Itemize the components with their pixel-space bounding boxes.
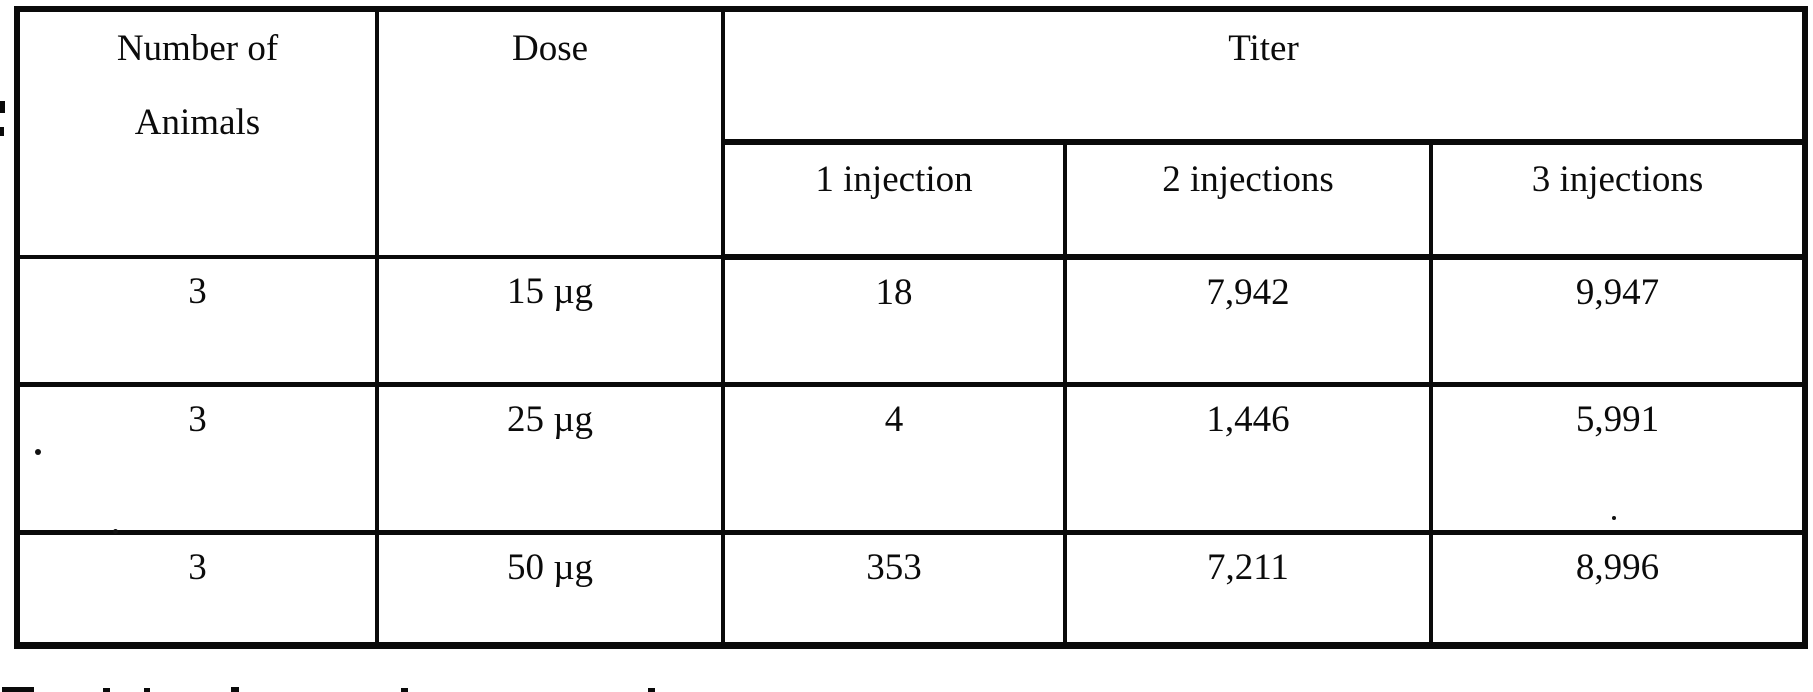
scan-speck xyxy=(35,449,41,455)
table-row: 3 25 µg 4 1,446 5,991 xyxy=(15,382,1807,535)
row1-cell-titer-2injections: 7,942 xyxy=(1063,255,1433,387)
cut-off-glyph-top xyxy=(144,688,150,692)
header-3-injections: 3 injections xyxy=(1429,140,1807,260)
table-row: 3 15 µg 18 7,942 9,947 xyxy=(15,255,1807,387)
scan-speck xyxy=(113,529,118,534)
header-titer: Titer xyxy=(721,7,1807,145)
scan-edge-mark xyxy=(0,127,4,136)
row2-cell-titer-3injections: 5,991 xyxy=(1429,382,1807,535)
header-number-of-animals-line2: Animals xyxy=(134,102,261,144)
row1-cell-dose: 15 µg xyxy=(375,255,725,387)
scan-edge-mark xyxy=(0,101,5,113)
cut-off-glyph-top xyxy=(648,688,655,692)
row3-cell-dose: 50 µg xyxy=(375,530,725,647)
header-dose: Dose xyxy=(375,7,725,259)
cut-off-glyph-top xyxy=(401,688,408,692)
cut-off-glyph-top xyxy=(231,687,239,692)
row3-cell-animals: 3 xyxy=(15,530,379,647)
table-row: 3 50 µg 353 7,211 8,996 xyxy=(15,530,1807,647)
row2-cell-titer-2injections: 1,446 xyxy=(1063,382,1433,535)
header-2-injections: 2 injections xyxy=(1063,140,1433,260)
row3-cell-titer-1injection: 353 xyxy=(721,530,1067,647)
row2-cell-dose: 25 µg xyxy=(375,382,725,535)
scan-speck xyxy=(1612,516,1616,520)
row3-cell-titer-2injections: 7,211 xyxy=(1063,530,1433,647)
header-row-sub: 1 injection 2 injections 3 injections xyxy=(17,140,1807,260)
header-number-of-animals: Number of Animals xyxy=(15,7,379,259)
header-number-of-animals-line1: Number of xyxy=(116,28,279,69)
header-1-injection: 1 injection xyxy=(721,140,1067,260)
cut-off-glyph-top xyxy=(103,688,110,692)
row2-cell-titer-1injection: 4 xyxy=(721,382,1067,535)
header-row-top: Number of Animals Dose Titer xyxy=(15,7,1807,259)
row1-cell-titer-1injection: 18 xyxy=(721,255,1067,387)
titer-results-table: Number of Animals Dose Titer 1 injection… xyxy=(14,6,1808,649)
row1-cell-titer-3injections: 9,947 xyxy=(1429,255,1807,387)
row3-cell-titer-3injections: 8,996 xyxy=(1429,530,1807,647)
row2-cell-animals: 3 xyxy=(15,382,379,535)
cut-off-glyph-top xyxy=(2,687,34,692)
row1-cell-animals: 3 xyxy=(15,255,379,387)
